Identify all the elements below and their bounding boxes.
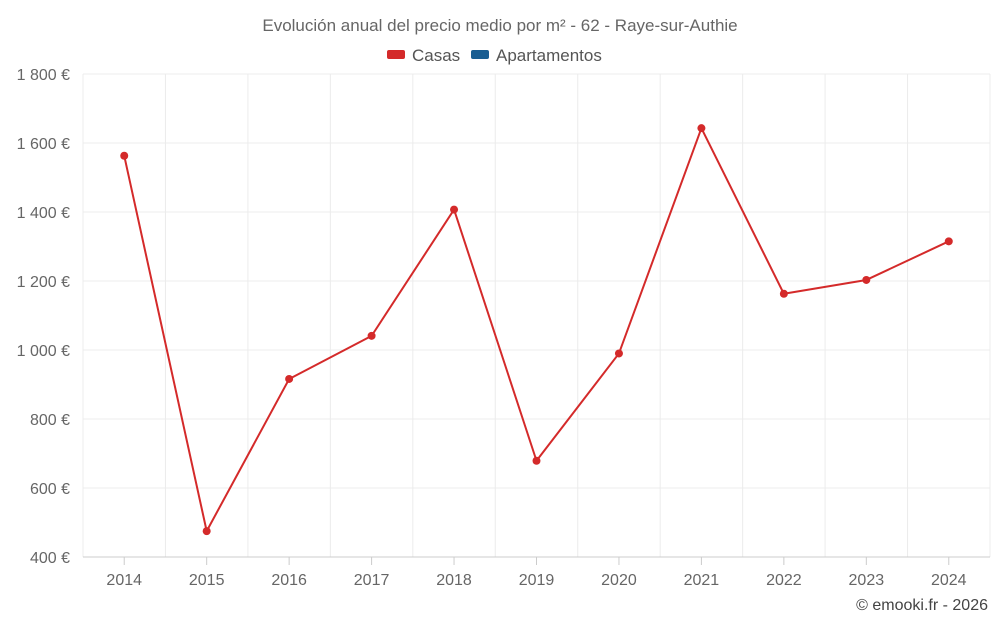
data-point[interactable] [779, 289, 788, 298]
x-tick-label: 2019 [519, 572, 555, 589]
y-tick-label: 800 € [30, 412, 70, 429]
y-tick-label: 600 € [30, 481, 70, 498]
x-tick-label: 2023 [849, 572, 885, 589]
chart-title: Evolución anual del precio medio por m² … [262, 16, 737, 35]
legend-label-apartamentos[interactable]: Apartamentos [496, 46, 602, 65]
legend-label-casas[interactable]: Casas [412, 46, 460, 65]
data-point[interactable] [944, 237, 953, 246]
legend-swatch-casas[interactable] [387, 50, 405, 59]
y-tick-label: 1 000 € [17, 343, 70, 360]
data-point[interactable] [862, 275, 871, 284]
credit-text: © emooki.fr - 2026 [856, 597, 988, 614]
data-point[interactable] [285, 374, 294, 383]
y-tick-label: 1 800 € [17, 67, 70, 84]
legend-swatch-apartamentos[interactable] [471, 50, 489, 59]
data-point[interactable] [367, 331, 376, 340]
series-casas [120, 124, 953, 536]
data-point[interactable] [202, 527, 211, 536]
data-point[interactable] [697, 124, 706, 133]
x-tick-label: 2014 [106, 572, 142, 589]
x-tick-label: 2022 [766, 572, 802, 589]
x-tick-label: 2017 [354, 572, 390, 589]
y-tick-label: 1 400 € [17, 205, 70, 222]
y-tick-label: 1 600 € [17, 136, 70, 153]
legend: Casas Apartamentos [387, 46, 602, 65]
data-point[interactable] [532, 456, 541, 465]
y-axis-ticks: 400 € 600 € 800 € 1 000 € 1 200 € 1 400 € 1 60… [17, 67, 70, 567]
data-point[interactable] [120, 151, 129, 160]
x-tick-label: 2018 [436, 572, 472, 589]
x-tick-label: 2021 [684, 572, 720, 589]
x-tick-label: 2020 [601, 572, 637, 589]
x-tick-label: 2024 [931, 572, 967, 589]
data-point[interactable] [450, 205, 459, 214]
y-tick-label: 400 € [30, 550, 70, 567]
x-axis-ticks: 2014 2015 2016 2017 2018 2019 2020 2021 2022 2023… [106, 557, 967, 589]
data-point[interactable] [614, 349, 623, 358]
y-tick-label: 1 200 € [17, 274, 70, 291]
x-tick-label: 2016 [271, 572, 307, 589]
x-tick-label: 2015 [189, 572, 225, 589]
grid [82, 73, 991, 557]
